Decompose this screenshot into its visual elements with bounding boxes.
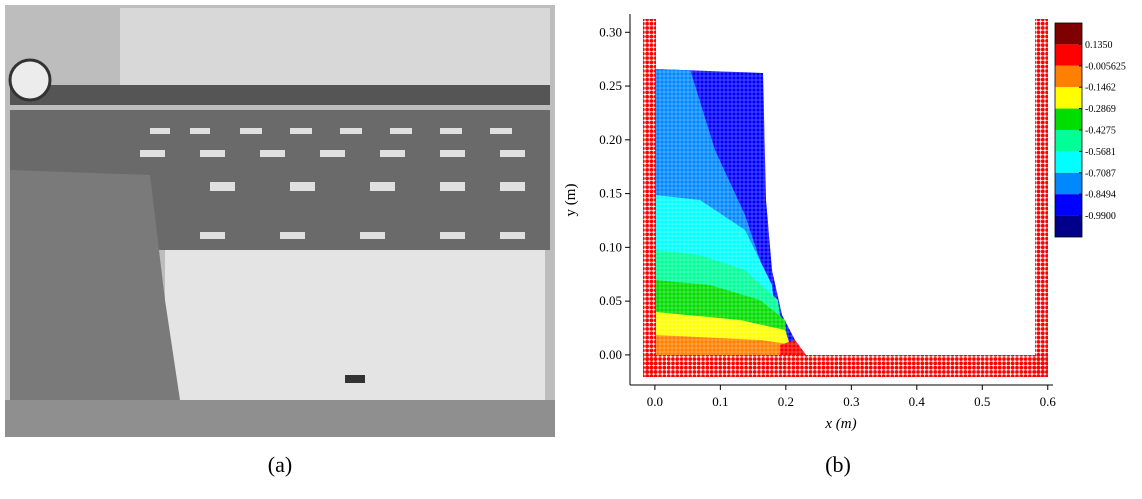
y-tick-label: 0.25 <box>599 78 622 93</box>
x-tick-label: 0.4 <box>909 394 926 409</box>
y-tick-label: 0.05 <box>599 293 622 308</box>
colorbar-label: -0.8494 <box>1085 190 1116 201</box>
y-tick-label: 0.10 <box>599 239 622 254</box>
colorbar-band <box>1055 215 1082 237</box>
colorbar-band <box>1055 194 1082 216</box>
colorbar-band <box>1055 108 1082 130</box>
photo <box>5 5 555 437</box>
colorbar-band <box>1055 151 1082 173</box>
colorbar-band <box>1055 130 1082 152</box>
y-tick-label: 0.15 <box>599 186 622 201</box>
y-axis-label: y (m) <box>563 184 579 217</box>
x-axis-label: x (m) <box>824 416 856 432</box>
colorbar-label: -0.5681 <box>1085 147 1116 158</box>
colorbar-label: -0.4275 <box>1085 126 1116 137</box>
y-tick-label: 0.00 <box>599 347 622 362</box>
colorbar-label: -0.9900 <box>1085 211 1116 222</box>
colorbar-label: -0.005625 <box>1085 61 1126 72</box>
colorbar-label: -0.2869 <box>1085 104 1116 115</box>
x-tick-label: 0.2 <box>778 394 794 409</box>
x-tick-label: 0.0 <box>647 394 663 409</box>
colorbar-band <box>1055 65 1082 88</box>
colorbar-label: 0.1350 <box>1085 40 1113 51</box>
colorbar-band <box>1055 23 1082 45</box>
colorbar-label: -0.7087 <box>1085 168 1116 179</box>
panel-label: (a) <box>268 452 292 477</box>
colorbar-band <box>1055 172 1082 195</box>
colorbar-band <box>1055 87 1082 109</box>
panel-label: (b) <box>825 452 851 477</box>
x-tick-label: 0.6 <box>1040 394 1057 409</box>
colorbar-label: -0.1462 <box>1085 83 1116 94</box>
y-tick-label: 0.30 <box>599 24 622 39</box>
x-tick-label: 0.1 <box>712 394 728 409</box>
y-tick-label: 0.20 <box>599 132 622 147</box>
colorbar-band <box>1055 44 1082 66</box>
x-tick-label: 0.5 <box>974 394 990 409</box>
x-tick-label: 0.3 <box>843 394 859 409</box>
particle-field <box>643 19 1048 377</box>
